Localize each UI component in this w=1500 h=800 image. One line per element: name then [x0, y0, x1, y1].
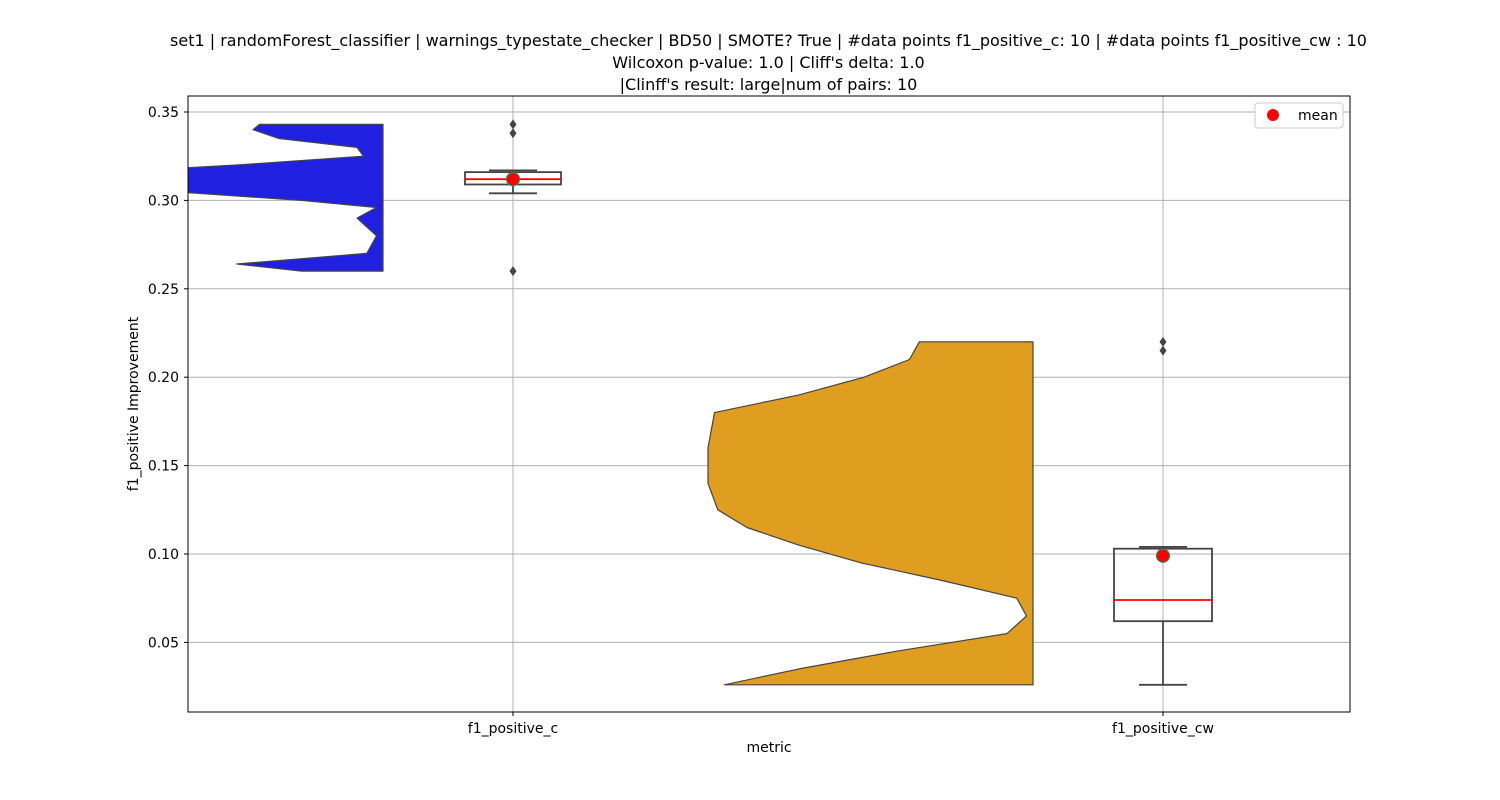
- mean-marker: [505, 172, 521, 187]
- outlier-point: [509, 128, 517, 139]
- outlier-point: [509, 266, 517, 277]
- mean-marker: [1155, 548, 1171, 563]
- outlier-point: [1159, 345, 1167, 356]
- violin-f1_positive_c: [188, 123, 384, 272]
- boxplot-f1_positive_c: [464, 119, 562, 277]
- x-axis-ticks: f1_positive_c f1_positive_cw: [468, 712, 1214, 737]
- legend-box: [1254, 102, 1344, 129]
- title-line-1: set1 | randomForest_classifier | warning…: [170, 31, 1367, 50]
- y-tick-label: 0.35: [148, 105, 179, 121]
- y-tick-label: 0.20: [148, 370, 179, 386]
- y-tick-label: 0.10: [148, 547, 179, 563]
- outlier-point: [509, 119, 517, 130]
- legend: mean: [1254, 102, 1344, 129]
- outlier-point: [1159, 336, 1167, 347]
- y-axis-label: f1_positive Improvement: [126, 316, 142, 491]
- x-tick-label: f1_positive_c: [468, 721, 558, 737]
- boxplot-f1_positive_cw: [1113, 336, 1213, 686]
- chart-marks: [188, 119, 1213, 686]
- chart-title: set1 | randomForest_classifier | warning…: [0, 30, 1500, 96]
- title-line-2: Wilcoxon p-value: 1.0 | Cliff's delta: 1…: [612, 53, 925, 72]
- legend-mean-marker: [1267, 109, 1279, 121]
- y-axis-ticks: 0.05 0.10 0.15 0.20 0.25 0.30 0.35: [148, 105, 188, 651]
- title-line-3: |Clinff's result: large|num of pairs: 10: [619, 75, 918, 94]
- y-tick-label: 0.15: [148, 459, 179, 475]
- y-tick-label: 0.25: [148, 282, 179, 298]
- violin-f1_positive_cw: [707, 341, 1034, 686]
- plot-frame: [187, 95, 1351, 713]
- y-tick-label: 0.30: [148, 193, 179, 209]
- y-tick-label: 0.05: [148, 635, 179, 651]
- legend-label: mean: [1298, 108, 1338, 124]
- x-axis-label: metric: [746, 740, 791, 756]
- x-tick-label: f1_positive_cw: [1112, 721, 1214, 737]
